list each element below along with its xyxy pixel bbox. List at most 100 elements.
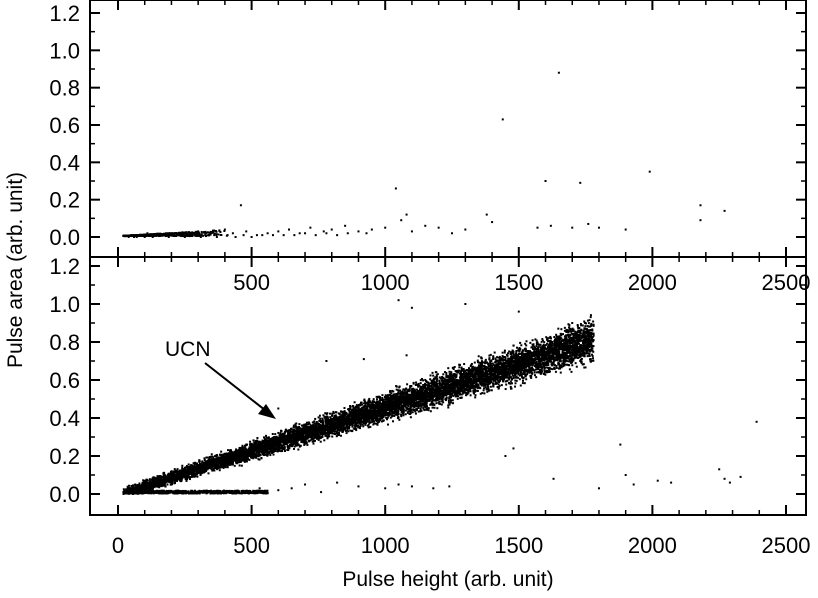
scatter-point: [535, 361, 538, 364]
scatter-point: [397, 392, 400, 395]
scatter-point: [347, 430, 350, 433]
scatter-point: [185, 231, 188, 234]
scatter-point: [409, 385, 412, 388]
scatter-point: [488, 357, 491, 360]
scatter-point: [182, 234, 185, 237]
scatter-point: [341, 431, 344, 434]
bottom-scatter-points: [122, 299, 758, 495]
scatter-point: [408, 412, 411, 415]
scatter-point: [368, 397, 371, 400]
scatter-point: [410, 401, 413, 404]
scatter-point: [223, 229, 226, 232]
scatter-point: [436, 399, 439, 402]
scatter-point: [248, 458, 251, 461]
scatter-point: [159, 234, 162, 237]
x-tick-label: 1000: [361, 270, 410, 295]
scatter-point: [197, 234, 200, 237]
scatter-point: [481, 361, 484, 364]
scatter-point: [322, 230, 325, 233]
scatter-point: [203, 231, 206, 234]
scatter-point: [526, 370, 529, 373]
scatter-point: [367, 405, 370, 408]
scatter-point: [256, 439, 259, 442]
scatter-point: [546, 342, 549, 345]
scatter-point: [425, 405, 428, 408]
scatter-point: [518, 378, 521, 381]
scatter-point: [382, 414, 385, 417]
scatter-point: [351, 408, 354, 411]
scatter-point: [173, 480, 176, 483]
scatter-point: [173, 235, 176, 238]
scatter-point: [338, 432, 341, 435]
scatter-point: [521, 362, 524, 365]
scatter-point: [137, 234, 140, 237]
scatter-point: [351, 425, 354, 428]
scatter-point: [514, 379, 517, 382]
scatter-point: [336, 234, 339, 237]
scatter-point: [335, 435, 338, 438]
scatter-point: [560, 334, 563, 337]
scatter-point: [437, 226, 440, 229]
scatter-point: [353, 424, 356, 427]
scatter-point: [446, 378, 449, 381]
scatter-point: [400, 409, 403, 412]
scatter-point: [341, 412, 344, 415]
scatter-point: [510, 371, 513, 374]
scatter-point: [568, 364, 571, 367]
scatter-point: [176, 468, 179, 471]
scatter-point: [570, 332, 573, 335]
scatter-point: [417, 410, 420, 413]
scatter-point: [419, 408, 422, 411]
scatter-point: [245, 230, 248, 233]
scatter-point: [544, 344, 547, 347]
y-tick-label: 1.0: [49, 38, 80, 63]
scatter-point: [314, 234, 317, 237]
scatter-point: [182, 233, 185, 236]
scatter-point: [451, 399, 454, 402]
scatter-point: [178, 234, 181, 237]
scatter-point: [537, 364, 540, 367]
scatter-point: [215, 233, 218, 236]
scatter-point: [173, 232, 176, 235]
scatter-point: [572, 335, 575, 338]
scatter-point: [482, 380, 485, 383]
scatter-point: [285, 429, 288, 432]
scatter-point: [358, 426, 361, 429]
scatter-point: [234, 236, 237, 238]
scatter-point: [452, 402, 455, 405]
scatter-point: [392, 420, 395, 423]
scatter-point: [400, 411, 403, 414]
scatter-point: [558, 365, 561, 368]
scatter-point: [565, 359, 568, 362]
scatter-point: [648, 170, 651, 173]
scatter-point: [146, 232, 149, 235]
scatter-point: [509, 351, 512, 354]
scatter-point: [156, 233, 159, 236]
scatter-point: [433, 385, 436, 388]
scatter-point: [589, 329, 592, 332]
scatter-point: [534, 359, 537, 362]
scatter-point: [318, 434, 321, 437]
scatter-point: [581, 324, 584, 327]
scatter-point: [298, 427, 301, 430]
scatter-point: [197, 231, 200, 234]
scatter-point: [504, 380, 507, 383]
scatter-point: [462, 392, 465, 395]
scatter-point: [244, 444, 247, 447]
scatter-point: [200, 233, 203, 236]
scatter-point: [699, 219, 702, 222]
scatter-point: [168, 233, 171, 236]
scatter-point: [374, 417, 377, 420]
scatter-point: [584, 346, 587, 349]
scatter-point: [396, 413, 399, 416]
scatter-point: [453, 393, 456, 396]
scatter-point: [417, 385, 420, 388]
scatter-point: [388, 408, 391, 411]
scatter-point: [462, 375, 465, 378]
scatter-point: [345, 424, 348, 427]
scatter-point: [390, 392, 393, 395]
scatter-point: [578, 342, 581, 345]
scatter-point: [515, 346, 518, 349]
scatter-point: [243, 460, 246, 463]
scatter-point: [567, 331, 570, 334]
